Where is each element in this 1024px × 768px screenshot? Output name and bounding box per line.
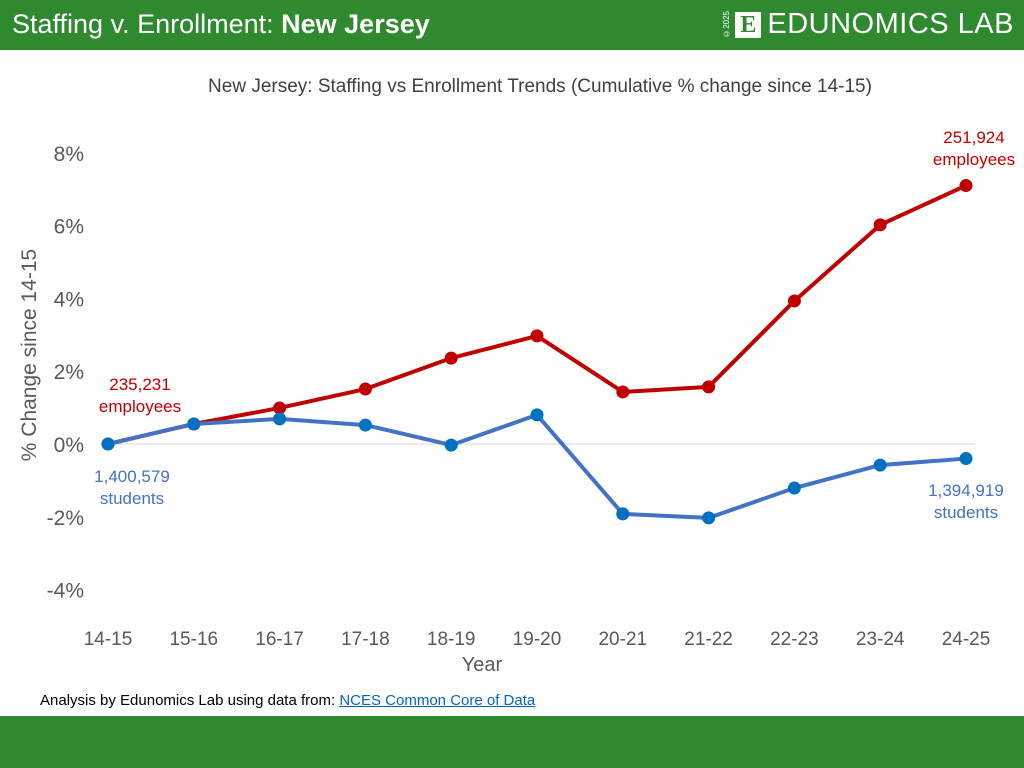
y-tick-label: 2% xyxy=(54,361,84,384)
staff-point xyxy=(616,385,630,399)
students-annotation: 1,394,919 xyxy=(928,481,1004,500)
students-point xyxy=(530,408,544,422)
staff-annotation: employees xyxy=(933,150,1015,169)
title-state: New Jersey xyxy=(281,9,430,39)
staff-annotation: employees xyxy=(99,397,181,416)
x-tick-label: 19-20 xyxy=(513,629,562,650)
students-annotation: 1,400,579 xyxy=(94,467,170,486)
x-tick-label: 14-15 xyxy=(84,629,133,650)
students-point xyxy=(444,438,458,452)
y-tick-label: 6% xyxy=(54,216,84,239)
logo-text: EDUNOMICS LAB xyxy=(767,8,1014,40)
source-link[interactable]: NCES Common Core of Data xyxy=(339,692,536,709)
staff-point xyxy=(444,351,458,365)
students-point xyxy=(358,418,372,432)
footer-bar xyxy=(0,716,1024,768)
x-tick-label: 23-24 xyxy=(856,629,905,650)
source-prefix: Analysis by Edunomics Lab using data fro… xyxy=(40,692,340,709)
y-tick-label: 4% xyxy=(54,288,84,311)
students-point xyxy=(187,417,201,431)
students-point xyxy=(101,437,115,451)
x-tick-label: 18-19 xyxy=(427,629,476,650)
staff-annotation: 251,924 xyxy=(943,128,1004,147)
students-point xyxy=(873,458,887,472)
y-axis-label: % Change since 14-15 xyxy=(18,249,41,461)
x-tick-label: 15-16 xyxy=(169,629,218,650)
students-point xyxy=(702,511,716,525)
students-point xyxy=(787,481,801,495)
students-point xyxy=(273,412,287,426)
title-prefix: Staffing v. Enrollment: xyxy=(12,9,282,39)
staff-point xyxy=(959,179,973,193)
y-tick-label: 8% xyxy=(54,143,84,166)
staff-point xyxy=(273,401,287,415)
page-title: Staffing v. Enrollment: New Jersey xyxy=(12,9,430,40)
students-annotation: students xyxy=(100,489,164,508)
students-annotation: students xyxy=(934,503,998,522)
x-tick-label: 16-17 xyxy=(255,629,304,650)
logo-mark: E xyxy=(735,11,762,38)
x-tick-label: 21-22 xyxy=(684,629,733,650)
edunomics-logo: ©2025 E EDUNOMICS LAB xyxy=(722,8,1014,41)
source-note: Analysis by Edunomics Lab using data fro… xyxy=(40,692,535,709)
x-tick-label: 20-21 xyxy=(598,629,647,650)
line-chart: New Jersey: Staffing vs Enrollment Trend… xyxy=(18,76,1015,676)
staff-point xyxy=(787,294,801,308)
staff-point xyxy=(358,382,372,396)
students-point xyxy=(959,452,973,466)
x-axis-label: Year xyxy=(462,654,503,676)
x-tick-label: 24-25 xyxy=(942,629,991,650)
staff-point xyxy=(702,380,716,394)
students-line xyxy=(107,412,967,520)
y-tick-label: 0% xyxy=(54,434,84,457)
header-bar: Staffing v. Enrollment: New Jersey ©2025… xyxy=(0,0,1024,50)
staff-annotation: 235,231 xyxy=(109,375,170,394)
staff-line xyxy=(107,183,967,446)
y-tick-label: -4% xyxy=(47,580,84,603)
students-point xyxy=(616,507,630,521)
staff-point xyxy=(530,329,544,343)
staff-point xyxy=(873,218,887,232)
x-tick-label: 17-18 xyxy=(341,629,390,650)
chart-title: New Jersey: Staffing vs Enrollment Trend… xyxy=(208,76,872,97)
y-tick-label: -2% xyxy=(47,507,84,530)
x-tick-label: 22-23 xyxy=(770,629,819,650)
